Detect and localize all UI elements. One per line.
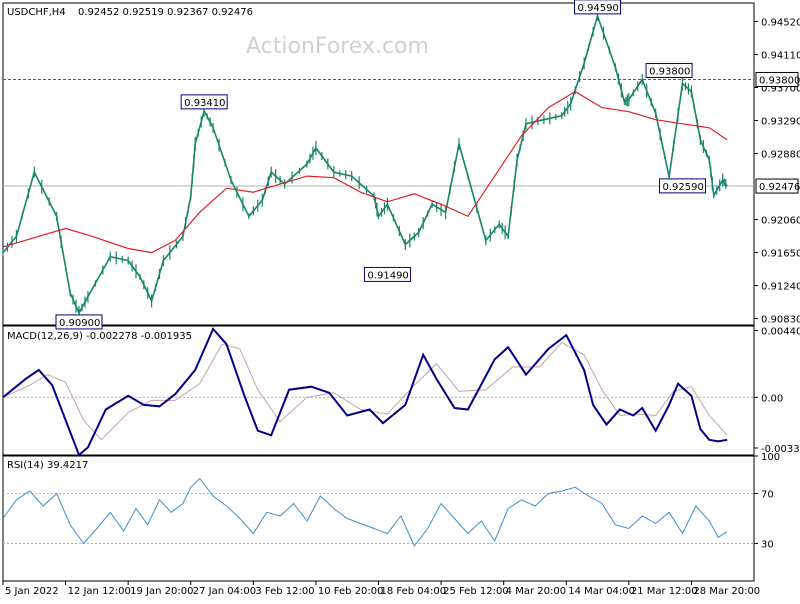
x-tick-label: 21 Mar 12:00 — [631, 586, 698, 597]
macd-panel-frame — [2, 325, 755, 456]
rsi-y-tick-label: 70 — [761, 490, 774, 501]
price-y-tick-label: 0.91240 — [761, 282, 800, 293]
macd-y-tick-label: -0.003338 — [761, 444, 800, 455]
macd-y-tick-label: 0.00 — [761, 393, 783, 404]
current-price-label: 0.92476 — [759, 182, 800, 193]
price-y-tick-label: 0.90830 — [761, 315, 800, 326]
rsi-y-tick-label: 30 — [761, 540, 774, 551]
rsi-y-tick-label: 100 — [761, 452, 780, 463]
annotation-box — [574, 0, 622, 15]
macd-y-tick-label: 0.004403 — [761, 327, 800, 338]
reference-price-label: 0.93800 — [759, 75, 800, 86]
x-tick-label: 14 Mar 04:00 — [568, 586, 635, 597]
rsi-panel-title: RSI(14) 39.4217 — [7, 460, 88, 471]
macd-panel-title: MACD(12,26,9) -0.002278 -0.001935 — [7, 331, 192, 342]
x-tick-label: 12 Jan 12:00 — [68, 586, 131, 597]
macd-line — [2, 327, 728, 457]
annotation-label: 0.91490 — [367, 270, 408, 281]
price-ohlc-label: 0.92452 0.92519 0.92367 0.92476 — [78, 7, 253, 18]
annotation-label: 0.93410 — [184, 98, 225, 109]
price-panel-title: USDCHF,H4 — [7, 7, 66, 18]
annotation-box — [55, 314, 103, 330]
annotation-label: 0.93800 — [649, 66, 690, 77]
x-tick-label: 4 Mar 20:00 — [506, 586, 566, 597]
x-tick-label: 19 Jan 20:00 — [130, 586, 193, 597]
rsi-line — [2, 477, 728, 547]
annotation-label: 0.94590 — [578, 3, 619, 14]
price-y-tick-label: 0.94110 — [761, 51, 800, 62]
x-tick-label: 27 Jan 04:00 — [193, 586, 256, 597]
annotation-box — [363, 266, 411, 282]
annotation-label: 0.90900 — [59, 318, 100, 329]
price-y-tick-label: 0.94520 — [761, 18, 800, 29]
x-tick-label: 10 Feb 20:00 — [318, 586, 384, 597]
x-tick-label: 25 Feb 12:00 — [443, 586, 509, 597]
price-y-tick-label: 0.93700 — [761, 84, 800, 95]
macd-signal-line — [2, 342, 728, 441]
moving-average-line — [2, 90, 728, 254]
rsi-panel-frame — [2, 455, 755, 582]
price-y-tick-label: 0.93290 — [761, 117, 800, 128]
price-y-tick-label: 0.91650 — [761, 249, 800, 260]
x-tick-label: 28 Mar 20:00 — [693, 586, 760, 597]
annotation-box — [645, 62, 693, 78]
annotation-label: 0.92590 — [662, 182, 703, 193]
watermark: ActionForex.com — [246, 34, 429, 59]
annotation-box — [180, 94, 228, 110]
x-tick-label: 3 Feb 12:00 — [255, 586, 314, 597]
price-y-tick-label: 0.92880 — [761, 150, 800, 161]
reference-price-box — [755, 71, 799, 87]
current-price-box — [755, 178, 799, 194]
price-y-tick-label: 0.92060 — [761, 216, 800, 227]
x-tick-label: 5 Jan 2022 — [5, 586, 59, 597]
price-panel-frame — [2, 2, 755, 326]
x-tick-label: 18 Feb 04:00 — [381, 586, 447, 597]
annotation-box — [658, 178, 706, 194]
